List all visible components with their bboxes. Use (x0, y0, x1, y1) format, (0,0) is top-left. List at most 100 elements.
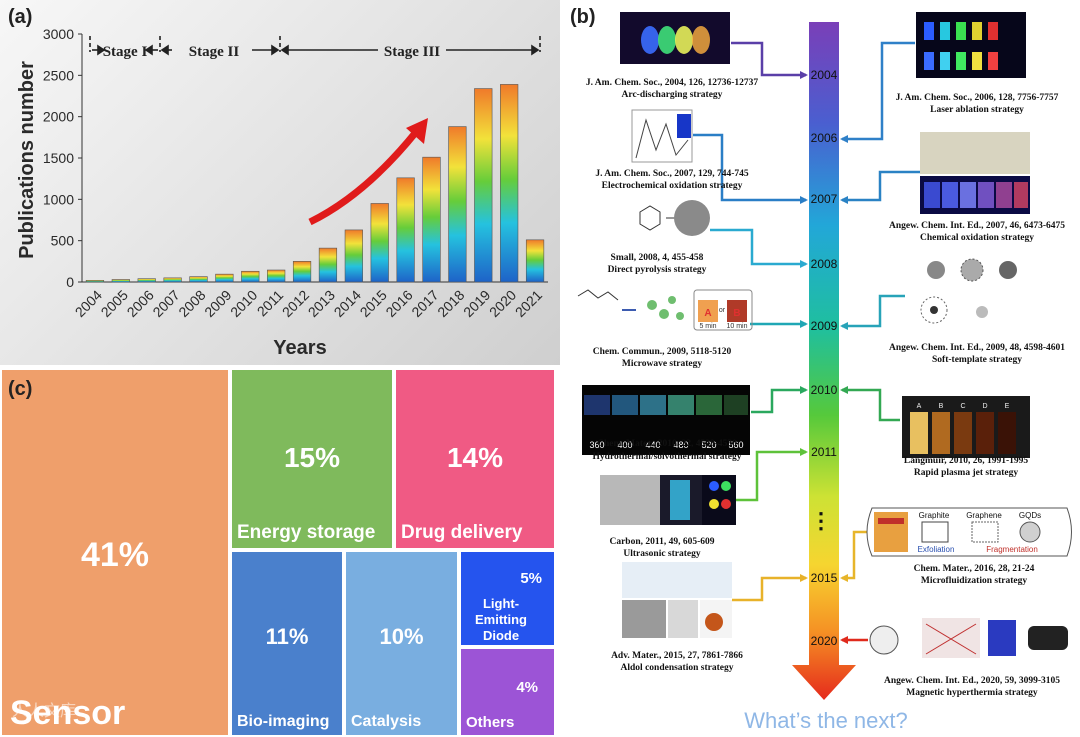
drug-delivery-label: Drug delivery (401, 522, 523, 543)
x-tick-label-2014: 2014 (331, 287, 364, 320)
bar-2020 (500, 84, 519, 283)
ref-soft-template: Angew. Chem. Int. Ed., 2009, 48, 4598-46… (889, 343, 1065, 353)
bar-2018 (448, 126, 467, 283)
thumb-magnetic-hyperthermia (869, 618, 1068, 658)
x-tick-label-2017: 2017 (408, 287, 441, 320)
bar-2017 (422, 156, 441, 283)
x-axis-title: Years (273, 337, 326, 359)
catalysis-label: Catalysis (351, 713, 422, 730)
strategy-plasma-jet: Rapid plasma jet strategy (914, 468, 1018, 478)
thumb-electrochemical (631, 109, 693, 163)
others-percentage: 4% (516, 679, 538, 696)
strategy-chemical-oxidation: Chemical oxidation strategy (920, 233, 1034, 243)
vial-b: B (939, 403, 944, 410)
strategy-electrochemical: Electrochemical oxidation strategy (602, 181, 743, 191)
microwave-label-a: A (704, 308, 711, 319)
microfluid-graphite: Graphite (919, 511, 950, 520)
thumb-aldol (622, 562, 732, 638)
connector-2015-right (840, 530, 870, 582)
publications-chart-panel: 0 500 1000 1500 2000 2500 3000 2004 2005 2006 200… (0, 0, 560, 365)
energy-storage-percentage: 15% (283, 442, 341, 473)
y-tick-label: 3000 (43, 26, 74, 42)
stage-1-label: Stage I (103, 44, 148, 60)
microfluid-fragmentation: Fragmentation (986, 545, 1038, 554)
microwave-label-10min: 10 min (726, 323, 747, 330)
panel-a-tag: (a) (8, 6, 33, 28)
catalysis-percentage: 10% (379, 624, 424, 649)
strategy-laser-ablation: Laser ablation strategy (930, 105, 1024, 115)
wavelength-400: 400 (617, 440, 632, 450)
microwave-label-b: B (733, 308, 740, 319)
vial-d: D (982, 403, 987, 410)
strategy-magnetic-hyperthermia: Magnetic hyperthermia strategy (906, 688, 1038, 698)
strategy-microfluidization: Microfluidization strategy (921, 576, 1027, 586)
bar-2015 (370, 203, 389, 283)
led-label: Light-Emitting Diode (475, 596, 527, 643)
thumb-hydrothermal (582, 385, 750, 455)
ref-microfluidization: Chem. Mater., 2016, 28, 21-24 (914, 564, 1035, 574)
bar-2013 (318, 247, 338, 283)
treemap-tile-bio-imaging: 11% Bio-imaging (230, 550, 344, 737)
bar-2011 (267, 269, 286, 283)
strategy-pyrolysis: Direct pyrolysis strategy (608, 265, 707, 275)
thumb-laser-ablation (916, 12, 1026, 78)
treemap-tile-led: 5% Light-Emitting Diode (459, 550, 556, 647)
growth-arrow (308, 129, 419, 226)
connector-2006 (840, 41, 915, 143)
sensor-percentage: 41% (80, 536, 150, 574)
ref-aldol: Adv. Mater., 2015, 27, 7861-7866 (611, 651, 743, 661)
others-label: Others (466, 714, 515, 731)
ref-pyrolysis: Small, 2008, 4, 455-458 (611, 253, 704, 263)
connector-2010-left (751, 386, 808, 414)
strategy-aldol: Aldol condensation strategy (621, 663, 734, 673)
sensor-label: Sensor (10, 694, 126, 732)
year-2010: 2010 (811, 383, 838, 397)
ref-microwave: Chem. Commun., 2009, 5118-5120 (593, 347, 732, 357)
treemap-tile-drug-delivery: 14% Drug delivery (394, 368, 556, 550)
stage-2-label: Stage II (189, 44, 240, 60)
wavelength-440: 440 (645, 440, 660, 450)
bar-2016 (396, 177, 415, 283)
bar-2004 (85, 280, 105, 283)
x-tick-label-2011: 2011 (254, 287, 287, 320)
x-tick-label-2018: 2018 (434, 287, 467, 320)
x-tick-label-2010: 2010 (227, 287, 260, 320)
connector-2007-right (840, 170, 920, 204)
ref-plasma-jet: Langmuir, 2010, 26, 1991-1995 (904, 456, 1028, 466)
strategy-soft-template: Soft-template strategy (932, 355, 1022, 365)
led-percentage: 5% (520, 570, 542, 587)
connector-2008 (710, 228, 808, 268)
panel-c-tag: (c) (8, 378, 33, 400)
connector-2009-right (840, 294, 905, 330)
year-2004: 2004 (811, 68, 838, 82)
y-tick-label: 2000 (43, 109, 74, 125)
wavelength-360: 360 (589, 440, 604, 450)
x-tick-label-2007: 2007 (149, 287, 182, 320)
x-tick-label-2006: 2006 (123, 287, 156, 320)
bar-2010 (241, 270, 260, 283)
microwave-label-or: or (719, 307, 726, 314)
thumb-microwave (577, 289, 753, 331)
ref-ultrasonic: Carbon, 2011, 49, 605-609 (609, 537, 714, 547)
y-tick-label: 2500 (43, 67, 74, 83)
x-tick-label-2005: 2005 (98, 287, 131, 320)
y-tick-label: 500 (51, 233, 75, 249)
whats-next-text: What’s the next? (744, 708, 907, 733)
thumb-ultrasonic (600, 475, 736, 525)
bar-2019 (474, 88, 493, 283)
bar-2012 (292, 261, 312, 283)
ref-magnetic-hyperthermia: Angew. Chem. Int. Ed., 2020, 59, 3099-31… (884, 676, 1060, 686)
y-tick-label: 1500 (43, 150, 74, 166)
drug-delivery-percentage: 14% (446, 442, 504, 473)
year-2015: 2015 (811, 571, 838, 585)
ref-hydrothermal: Chem. Mater., 2010, 22, 4528-4530 (597, 439, 737, 449)
timeline-arrow (792, 22, 856, 700)
bio-imaging-percentage: 11% (265, 624, 309, 649)
x-tick-label-2013: 2013 (305, 287, 338, 320)
x-tick-label-2020: 2020 (486, 287, 519, 320)
x-tick-label-2004: 2004 (72, 287, 105, 320)
x-tick-label-2021: 2021 (512, 287, 545, 320)
strategy-ultrasonic: Ultrasonic strategy (623, 549, 701, 559)
bio-imaging-label: Bio-imaging (237, 713, 330, 730)
